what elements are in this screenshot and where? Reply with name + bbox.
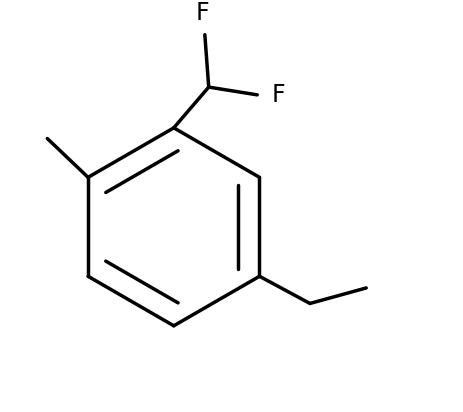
Text: F: F	[271, 83, 285, 107]
Text: F: F	[196, 1, 209, 26]
